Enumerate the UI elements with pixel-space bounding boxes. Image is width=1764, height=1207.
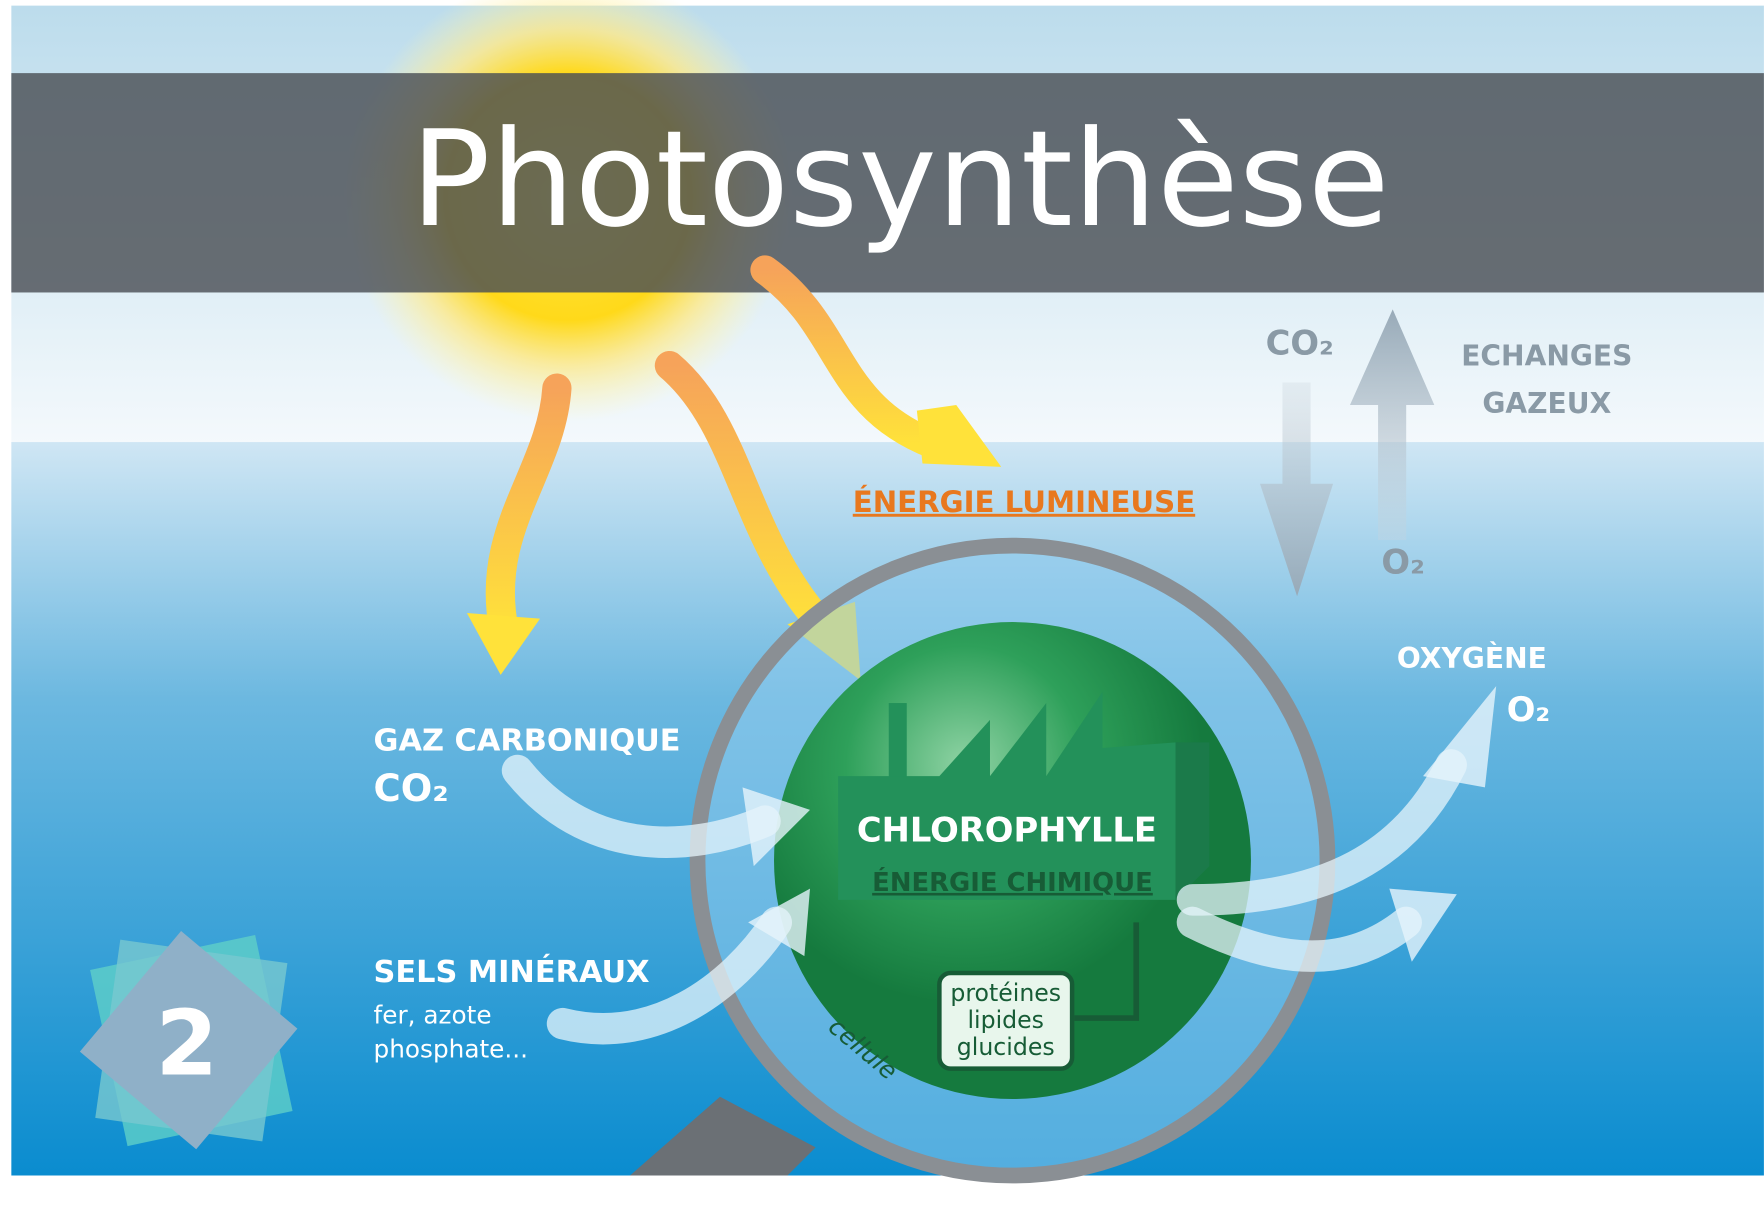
product: glucides [957, 1033, 1055, 1061]
co2-label: GAZ CARBONIQUE [374, 723, 681, 758]
infographic: Photosynthèse CO₂ ECHANGES GAZEUX O₂ ÉNE… [0, 0, 1764, 1207]
product: lipides [967, 1006, 1043, 1034]
gas-label: ECHANGES [1461, 340, 1632, 373]
title: Photosynthèse [410, 103, 1389, 257]
minerals-label: SELS MINÉRAUX [374, 954, 650, 990]
co2-formula: CO₂ [374, 767, 449, 810]
light-energy: ÉNERGIE LUMINEUSE [853, 484, 1195, 519]
gas-co2: CO₂ [1266, 323, 1334, 362]
minerals-text: phosphate... [374, 1034, 528, 1063]
factory-label: CHLOROPHYLLE [857, 810, 1157, 849]
oxygen-formula: O₂ [1507, 690, 1550, 729]
factory-sublabel: ÉNERGIE CHIMIQUE [872, 866, 1153, 898]
gas-label: GAZEUX [1482, 387, 1611, 420]
product: protéines [950, 979, 1061, 1007]
oxygen-label: OXYGÈNE [1397, 641, 1547, 675]
badge-number: 2 [156, 991, 219, 1096]
page: {"title": "Photosynthèse", "gas_exchange… [0, 0, 1764, 1207]
minerals-text: fer, azote [374, 1001, 492, 1030]
gas-o2: O₂ [1381, 543, 1424, 582]
